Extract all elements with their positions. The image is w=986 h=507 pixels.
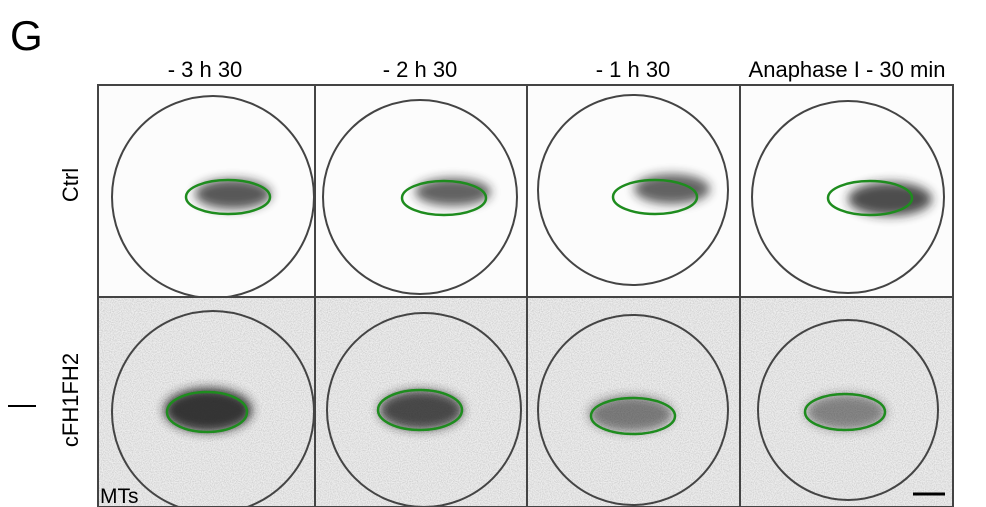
channel-label: MTs (100, 485, 139, 507)
panel-label: G (10, 12, 43, 59)
column-header: - 1 h 30 (596, 57, 671, 82)
figure-panel: G - 3 h 30 - 2 h 30 - 1 h 30 Anaphase I … (0, 0, 986, 507)
image-cell (98, 85, 315, 298)
spindle-signal (848, 182, 932, 216)
column-header: Anaphase I - 30 min (749, 57, 946, 82)
image-cell (740, 85, 953, 297)
image-cell (527, 297, 740, 507)
image-cell (527, 85, 740, 297)
image-cell (98, 297, 315, 507)
column-header: - 2 h 30 (383, 57, 458, 82)
spindle-signal (634, 174, 710, 204)
row-label: Ctrl (58, 168, 83, 202)
image-cell (315, 297, 527, 507)
row-label: cFH1FH2 (58, 353, 83, 447)
column-header: - 3 h 30 (168, 57, 243, 82)
image-cell (315, 85, 527, 297)
image-cell (740, 297, 953, 507)
